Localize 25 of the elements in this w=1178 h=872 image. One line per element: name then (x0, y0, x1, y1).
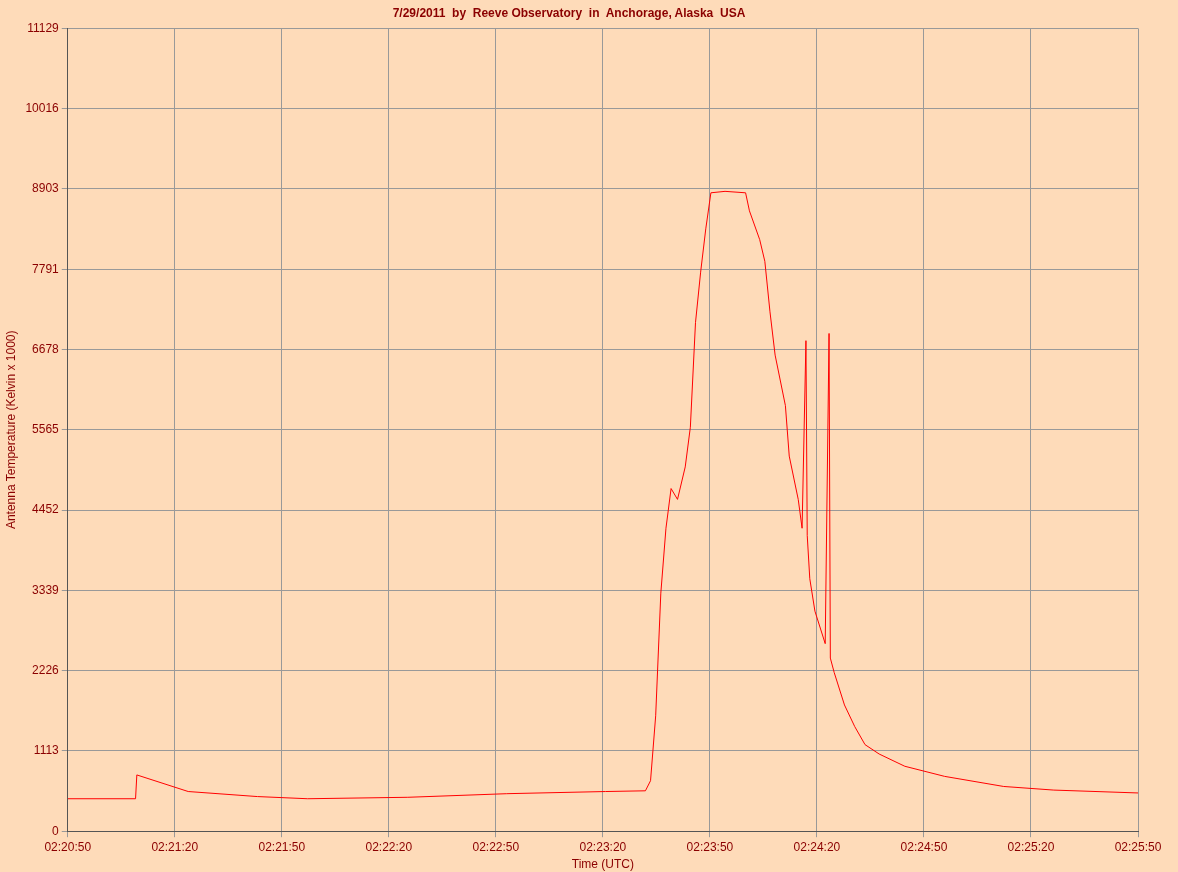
y-tick-label: 11129 (27, 20, 60, 35)
y-axis-title: Antenna Temperature (Kelvin x 1000) (3, 330, 18, 530)
x-tick-label: 02:21:50 (258, 839, 306, 854)
x-tick-label: 02:25:50 (1114, 839, 1162, 854)
x-axis-title: Time (UTC) (571, 857, 634, 872)
x-tick-label: 02:24:20 (793, 839, 841, 854)
chart-title: 7/29/2011 by Reeve Observatory in Anchorage, Alaska USA (392, 5, 746, 20)
x-tick-label: 02:23:20 (579, 839, 627, 854)
y-tick-label: 10016 (25, 101, 60, 115)
y-tick-label: 2226 (32, 662, 60, 677)
y-tick-label: 4452 (32, 502, 60, 517)
x-tick-label: 02:20:50 (44, 839, 92, 854)
x-tick-label: 02:25:20 (1007, 839, 1055, 854)
y-tick-label: 7791 (32, 261, 60, 276)
y-tick-label: 1113 (33, 743, 60, 758)
y-tick-label: 5565 (32, 422, 60, 437)
y-tick-label: 6678 (32, 341, 60, 356)
x-tick-label: 02:24:50 (900, 839, 948, 854)
x-tick-label: 02:22:20 (365, 839, 413, 854)
x-tick-label: 02:21:20 (151, 839, 199, 854)
y-tick-label: 0 (52, 823, 60, 838)
y-tick-label: 8903 (32, 181, 60, 196)
x-tick-label: 02:22:50 (472, 839, 520, 854)
x-tick-label: 02:23:50 (686, 839, 734, 854)
y-tick-label: 3339 (32, 582, 60, 597)
